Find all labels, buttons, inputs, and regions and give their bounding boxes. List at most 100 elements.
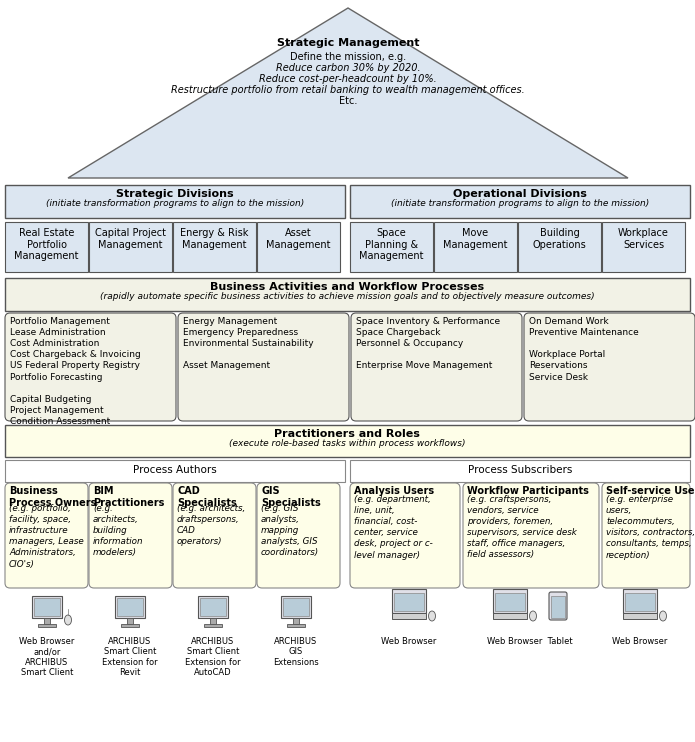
FancyBboxPatch shape <box>5 483 88 588</box>
Text: Strategic Management: Strategic Management <box>277 38 419 48</box>
Text: Business
Process Owners: Business Process Owners <box>9 486 97 508</box>
Text: Web Browser
and/or
ARCHIBUS
Smart Client: Web Browser and/or ARCHIBUS Smart Client <box>19 637 74 677</box>
Ellipse shape <box>530 611 537 621</box>
FancyBboxPatch shape <box>89 222 172 272</box>
FancyBboxPatch shape <box>625 593 655 611</box>
FancyBboxPatch shape <box>350 483 460 588</box>
Text: Reduce cost-per-headcount by 10%.: Reduce cost-per-headcount by 10%. <box>259 74 437 84</box>
FancyBboxPatch shape <box>257 222 340 272</box>
FancyBboxPatch shape <box>350 222 433 272</box>
Text: ARCHIBUS
GIS
Extensions: ARCHIBUS GIS Extensions <box>273 637 319 667</box>
Bar <box>44 618 50 624</box>
Text: Define the mission, e.g.: Define the mission, e.g. <box>290 52 406 62</box>
FancyBboxPatch shape <box>524 313 695 421</box>
FancyBboxPatch shape <box>518 222 601 272</box>
Text: Etc.: Etc. <box>339 96 357 106</box>
Text: Asset
Management: Asset Management <box>266 228 331 249</box>
FancyBboxPatch shape <box>5 313 176 421</box>
Text: Portfolio Management
Lease Administration
Cost Administration
Cost Chargeback & : Portfolio Management Lease Administratio… <box>10 317 141 426</box>
Ellipse shape <box>660 611 667 621</box>
Ellipse shape <box>429 611 436 621</box>
FancyBboxPatch shape <box>89 483 172 588</box>
FancyBboxPatch shape <box>257 483 340 588</box>
Text: Capital Project
Management: Capital Project Management <box>95 228 166 249</box>
Text: ARCHIBUS
Smart Client
Extension for
Revit: ARCHIBUS Smart Client Extension for Revi… <box>102 637 158 677</box>
Text: Strategic Divisions: Strategic Divisions <box>116 189 234 199</box>
FancyBboxPatch shape <box>200 598 226 616</box>
FancyBboxPatch shape <box>32 596 62 618</box>
Bar <box>293 618 299 624</box>
FancyBboxPatch shape <box>34 598 60 616</box>
Text: (e.g. department,
line, unit,
financial, cost-
center, service
desk, project or : (e.g. department, line, unit, financial,… <box>354 495 433 559</box>
Bar <box>127 618 133 624</box>
Text: BIM
Practitioners: BIM Practitioners <box>93 486 165 508</box>
FancyBboxPatch shape <box>549 592 567 620</box>
Text: Self-service Users: Self-service Users <box>606 486 695 496</box>
FancyBboxPatch shape <box>198 596 228 618</box>
Text: Space Inventory & Performance
Space Chargeback
Personnel & Occupancy

Enterprise: Space Inventory & Performance Space Char… <box>356 317 500 370</box>
Bar <box>210 618 216 624</box>
Text: Practitioners and Roles: Practitioners and Roles <box>274 429 420 439</box>
FancyBboxPatch shape <box>117 598 143 616</box>
Text: Reduce carbon 30% by 2020.: Reduce carbon 30% by 2020. <box>276 63 420 73</box>
Text: (e.g.
architects,
building
information
modelers): (e.g. architects, building information m… <box>93 504 143 557</box>
FancyBboxPatch shape <box>173 222 256 272</box>
FancyBboxPatch shape <box>463 483 599 588</box>
Text: Process Subscribers: Process Subscribers <box>468 465 572 475</box>
Text: (e.g. GIS
analysts,
mapping
analysts, GIS
coordinators): (e.g. GIS analysts, mapping analysts, GI… <box>261 504 319 557</box>
FancyBboxPatch shape <box>178 313 349 421</box>
Text: CAD
Specialists: CAD Specialists <box>177 486 237 508</box>
FancyBboxPatch shape <box>351 313 522 421</box>
FancyBboxPatch shape <box>5 222 88 272</box>
FancyBboxPatch shape <box>350 185 690 218</box>
FancyBboxPatch shape <box>350 460 690 482</box>
Text: Space
Planning &
Management: Space Planning & Management <box>359 228 424 261</box>
FancyBboxPatch shape <box>5 185 345 218</box>
FancyBboxPatch shape <box>281 596 311 618</box>
Text: Workplace
Services: Workplace Services <box>618 228 669 249</box>
Text: Web Browser: Web Browser <box>382 637 436 646</box>
FancyBboxPatch shape <box>623 589 657 613</box>
Bar <box>204 624 222 627</box>
FancyBboxPatch shape <box>602 222 685 272</box>
FancyBboxPatch shape <box>551 596 565 618</box>
Bar <box>392 613 426 619</box>
Text: ARCHIBUS
Smart Client
Extension for
AutoCAD: ARCHIBUS Smart Client Extension for Auto… <box>185 637 240 677</box>
Text: Real Estate
Portfolio
Management: Real Estate Portfolio Management <box>15 228 79 261</box>
FancyBboxPatch shape <box>283 598 309 616</box>
FancyBboxPatch shape <box>5 460 345 482</box>
Text: Analysis Users: Analysis Users <box>354 486 434 496</box>
Text: (initiate transformation programs to align to the mission): (initiate transformation programs to ali… <box>46 199 304 208</box>
Polygon shape <box>68 8 628 178</box>
Text: (e.g. architects,
draftspersons,
CAD
operators): (e.g. architects, draftspersons, CAD ope… <box>177 504 245 546</box>
Text: (execute role-based tasks within process workflows): (execute role-based tasks within process… <box>229 439 465 448</box>
FancyBboxPatch shape <box>493 589 527 613</box>
FancyBboxPatch shape <box>5 278 690 311</box>
Text: (initiate transformation programs to align to the mission): (initiate transformation programs to ali… <box>391 199 649 208</box>
Bar <box>287 624 305 627</box>
Text: Operational Divisions: Operational Divisions <box>453 189 587 199</box>
Text: (e.g. portfolio,
facility, space,
infrastructure
managers, Lease
Administrators,: (e.g. portfolio, facility, space, infras… <box>9 504 84 568</box>
FancyBboxPatch shape <box>115 596 145 618</box>
Text: Web Browser: Web Browser <box>612 637 668 646</box>
Text: Energy & Risk
Management: Energy & Risk Management <box>180 228 249 249</box>
FancyBboxPatch shape <box>602 483 690 588</box>
FancyBboxPatch shape <box>173 483 256 588</box>
Text: On Demand Work
Preventive Maintenance

Workplace Portal
Reservations
Service Des: On Demand Work Preventive Maintenance Wo… <box>529 317 639 381</box>
Text: GIS
Specialists: GIS Specialists <box>261 486 321 508</box>
Bar <box>623 613 657 619</box>
FancyBboxPatch shape <box>495 593 525 611</box>
Text: Web Browser  Tablet: Web Browser Tablet <box>487 637 573 646</box>
Text: Energy Management
Emergency Preparedness
Environmental Sustainability

Asset Man: Energy Management Emergency Preparedness… <box>183 317 313 370</box>
Bar <box>493 613 527 619</box>
FancyBboxPatch shape <box>434 222 517 272</box>
FancyBboxPatch shape <box>394 593 424 611</box>
FancyBboxPatch shape <box>5 425 690 457</box>
Text: Process Authors: Process Authors <box>133 465 217 475</box>
Text: Business Activities and Workflow Processes: Business Activities and Workflow Process… <box>210 282 484 292</box>
Bar <box>38 624 56 627</box>
Bar <box>121 624 139 627</box>
Ellipse shape <box>65 615 72 625</box>
FancyBboxPatch shape <box>392 589 426 613</box>
Text: (rapidly automate specific business activities to achieve mission goals and to o: (rapidly automate specific business acti… <box>99 292 594 301</box>
